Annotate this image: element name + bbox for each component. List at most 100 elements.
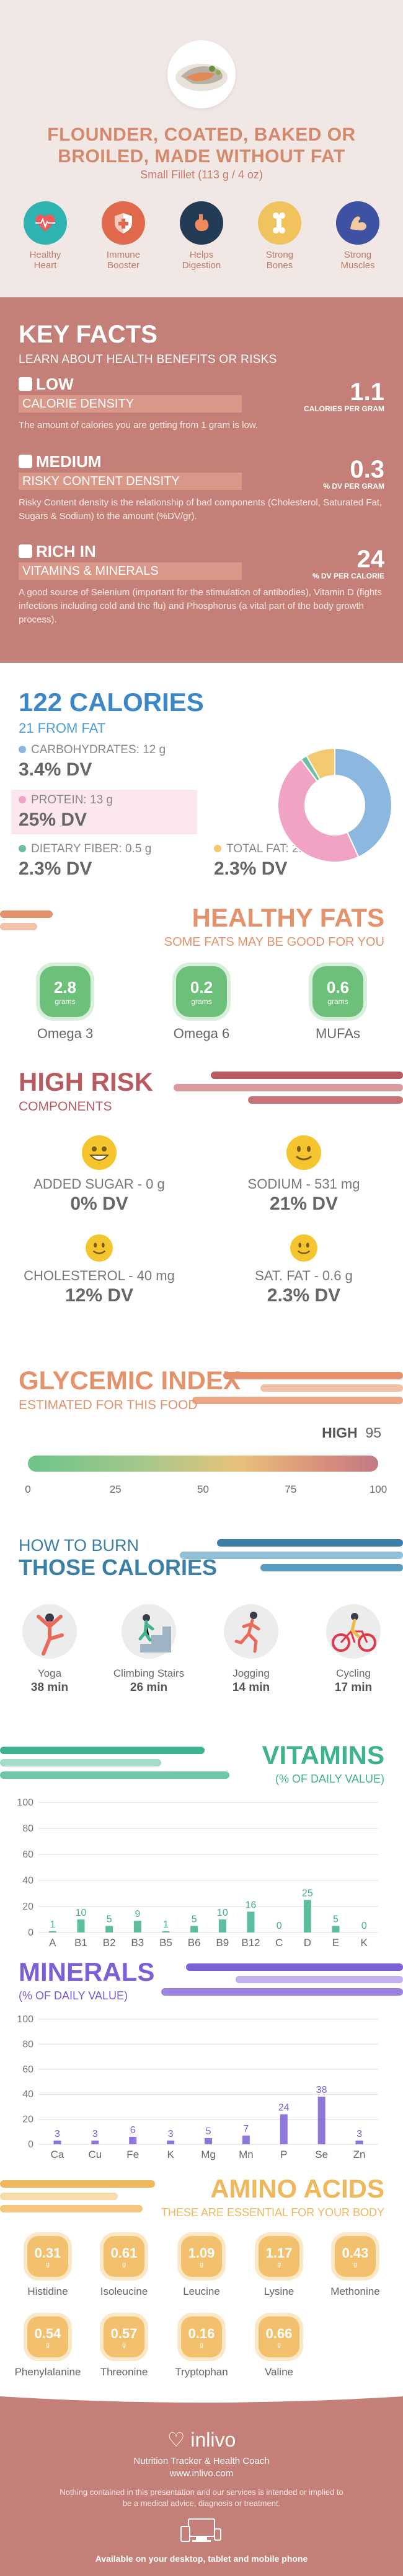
bar-value-label: 0 [277, 1921, 282, 1931]
benefit-bones: Strong Bones [246, 201, 314, 271]
bar-value-label: 5 [333, 1915, 339, 1925]
bar-d [303, 1900, 311, 1932]
amino-badge: 0.16 g [181, 2316, 222, 2357]
activity-cycling: Cycling 17 min [313, 1604, 394, 1695]
y-tick-label: 100 [17, 1797, 33, 1808]
benefit-label: Immune [106, 250, 141, 260]
brand-url[interactable]: www.inlivo.com [169, 2468, 234, 2479]
amino-value: 0.54 [34, 2325, 61, 2341]
high-risk-section: HIGH RISK COMPONENTS ADDED SUGAR - 0 g 0… [0, 1056, 403, 1338]
bar-value-label: 24 [278, 2103, 290, 2113]
key-fact-description: A good source of Selenium (important for… [19, 587, 382, 625]
amino-badge: 0.31 g [27, 2236, 68, 2277]
amino-badge: 0.61 g [104, 2236, 144, 2277]
decor-stripe [248, 1096, 403, 1104]
amino-value: 1.17 [265, 2245, 293, 2261]
activity-name: Jogging [232, 1667, 270, 1679]
bar-value-label: 1 [163, 1919, 169, 1930]
key-fact-level-text: LOW [36, 375, 74, 393]
amino-badge: 1.09 g [181, 2236, 222, 2277]
bar-value-label: 3 [92, 2129, 98, 2139]
amino-isoleucine: 0.61 g Isoleucine [90, 2236, 158, 2298]
amino-name: Isoleucine [100, 2286, 148, 2297]
bar-mn [242, 2135, 250, 2144]
bar-value-label: 3 [356, 2129, 362, 2139]
key-facts-title: KEY FACTS [19, 321, 157, 348]
benefits-row: Healthy Heart Immune Booster Helps Digestio… [0, 201, 403, 271]
vitamins-section: VITAMINS (% OF DAILY VALUE) 0 20 40 60 80 100… [0, 1740, 403, 1957]
bar-value-label: 6 [130, 2125, 136, 2136]
amino-name: Valine [265, 2366, 293, 2378]
decor-stripe [0, 2193, 118, 2200]
amino-unit: g [200, 2261, 203, 2268]
amino-leucine: 1.09 g Leucine [167, 2236, 236, 2298]
availability-note: Available on your desktop, tablet and mo… [95, 2554, 308, 2564]
x-category-label: B1 [74, 1937, 87, 1949]
key-fact-label: VITAMINS & MINERALS [19, 562, 242, 580]
bar-se [317, 2097, 326, 2144]
amino-unit: g [353, 2261, 357, 2268]
burn-subtitle: HOW TO BURN [19, 1536, 140, 1555]
key-fact-value: 0.3% DV PER GRAM [323, 457, 384, 491]
activity-climbing-stairs: Climbing Stairs 26 min [108, 1604, 189, 1695]
key-fact-unit: CALORIES PER GRAM [303, 404, 384, 413]
minerals-title: MINERALS [19, 1957, 155, 1986]
grin-face-icon [82, 1135, 117, 1170]
macro-dv: 25% DV [19, 810, 87, 830]
y-tick-label: 0 [28, 2139, 33, 2150]
decor-stripe [174, 1084, 403, 1091]
benefit-digestion: Helps Digestion [167, 201, 236, 271]
amino-tryptophan: 0.16 g Tryptophan [167, 2316, 236, 2378]
footer-section: ♡ inlivo Nutrition Tracker & Health Coac… [0, 2394, 403, 2576]
bar-b6 [190, 1926, 198, 1932]
bar-value-label: 25 [302, 1888, 313, 1899]
bar-value-label: 3 [168, 2129, 174, 2139]
pie-slice-fat [305, 747, 335, 780]
macro-dv: 2.3% DV [19, 858, 92, 879]
y-tick-label: 60 [22, 2064, 33, 2075]
bar-mg [205, 2137, 212, 2144]
minerals-bar-chart: 0 20 40 60 80 100 3 Ca 3 Cu 6 Fe 3 K 5 Mg 7 Mn 24 P 38 Se 3 Zn [17, 2014, 378, 2160]
benefit-label: Strong [265, 250, 294, 260]
amino-name: Threonine [100, 2366, 148, 2378]
glycemic-gradient-bar [28, 1456, 378, 1472]
amino-value: 1.09 [188, 2245, 215, 2261]
x-category-label: E [332, 1937, 339, 1949]
x-category-label: Fe [126, 2149, 139, 2160]
high-risk-title: HIGH RISK [19, 1067, 154, 1096]
key-fact-level: LOW [19, 375, 74, 394]
stomach-icon [180, 201, 223, 245]
disclaimer: Nothing contained in this presentation a… [60, 2487, 343, 2508]
bar-fe [129, 2136, 137, 2144]
muscle-icon [336, 201, 379, 245]
decor-stripe [260, 1564, 403, 1571]
benefit-label: Muscles [340, 260, 375, 271]
benefit-heart: Healthy Heart [11, 201, 79, 271]
activity-minutes: 26 min [130, 1681, 168, 1694]
bar-b3 [133, 1921, 141, 1932]
amino-name: Lysine [264, 2286, 294, 2297]
key-fact-value: 24% DV PER CALORIE [312, 547, 384, 580]
fat-badge: 0.2 grams [176, 966, 227, 1017]
benefit-label: Digestion [182, 260, 221, 271]
fat-value: 0.2 [190, 977, 213, 997]
fat-mufas: 0.6 grams MUFAs [291, 966, 384, 1042]
smile-face-icon [290, 1234, 317, 1262]
amino-name: Histidine [27, 2286, 68, 2297]
x-category-label: Mg [201, 2149, 216, 2160]
risk-dv: 12% DV [64, 1285, 134, 1306]
food-title-line2: BROILED, MADE WITHOUT FAT [58, 146, 345, 167]
header-section: FLOUNDER, COATED, BAKED OR BROILED, MADE… [0, 0, 403, 297]
vitamins-bar-chart: 0 20 40 60 80 100 1 A 10 B1 5 B2 9 B3 1 B5 5 B6 10 B9 16 B12 0… [17, 1797, 378, 1949]
y-tick-label: 80 [22, 2039, 33, 2050]
key-fact-level-text: MEDIUM [36, 452, 102, 471]
bar-value-label: 5 [192, 1915, 197, 1925]
devices-icon [180, 2518, 221, 2542]
x-category-label: Zn [353, 2149, 366, 2160]
amino-unit: g [46, 2341, 50, 2349]
macro-dv: 2.3% DV [214, 858, 288, 879]
bar-b9 [218, 1919, 226, 1932]
risk-sat-fat: SAT. FAT - 0.6 g 2.3% DV [211, 1234, 397, 1306]
brand-logo: ♡ inlivo [0, 2428, 403, 2452]
food-title-line1: FLOUNDER, COATED, BAKED OR [47, 124, 356, 145]
